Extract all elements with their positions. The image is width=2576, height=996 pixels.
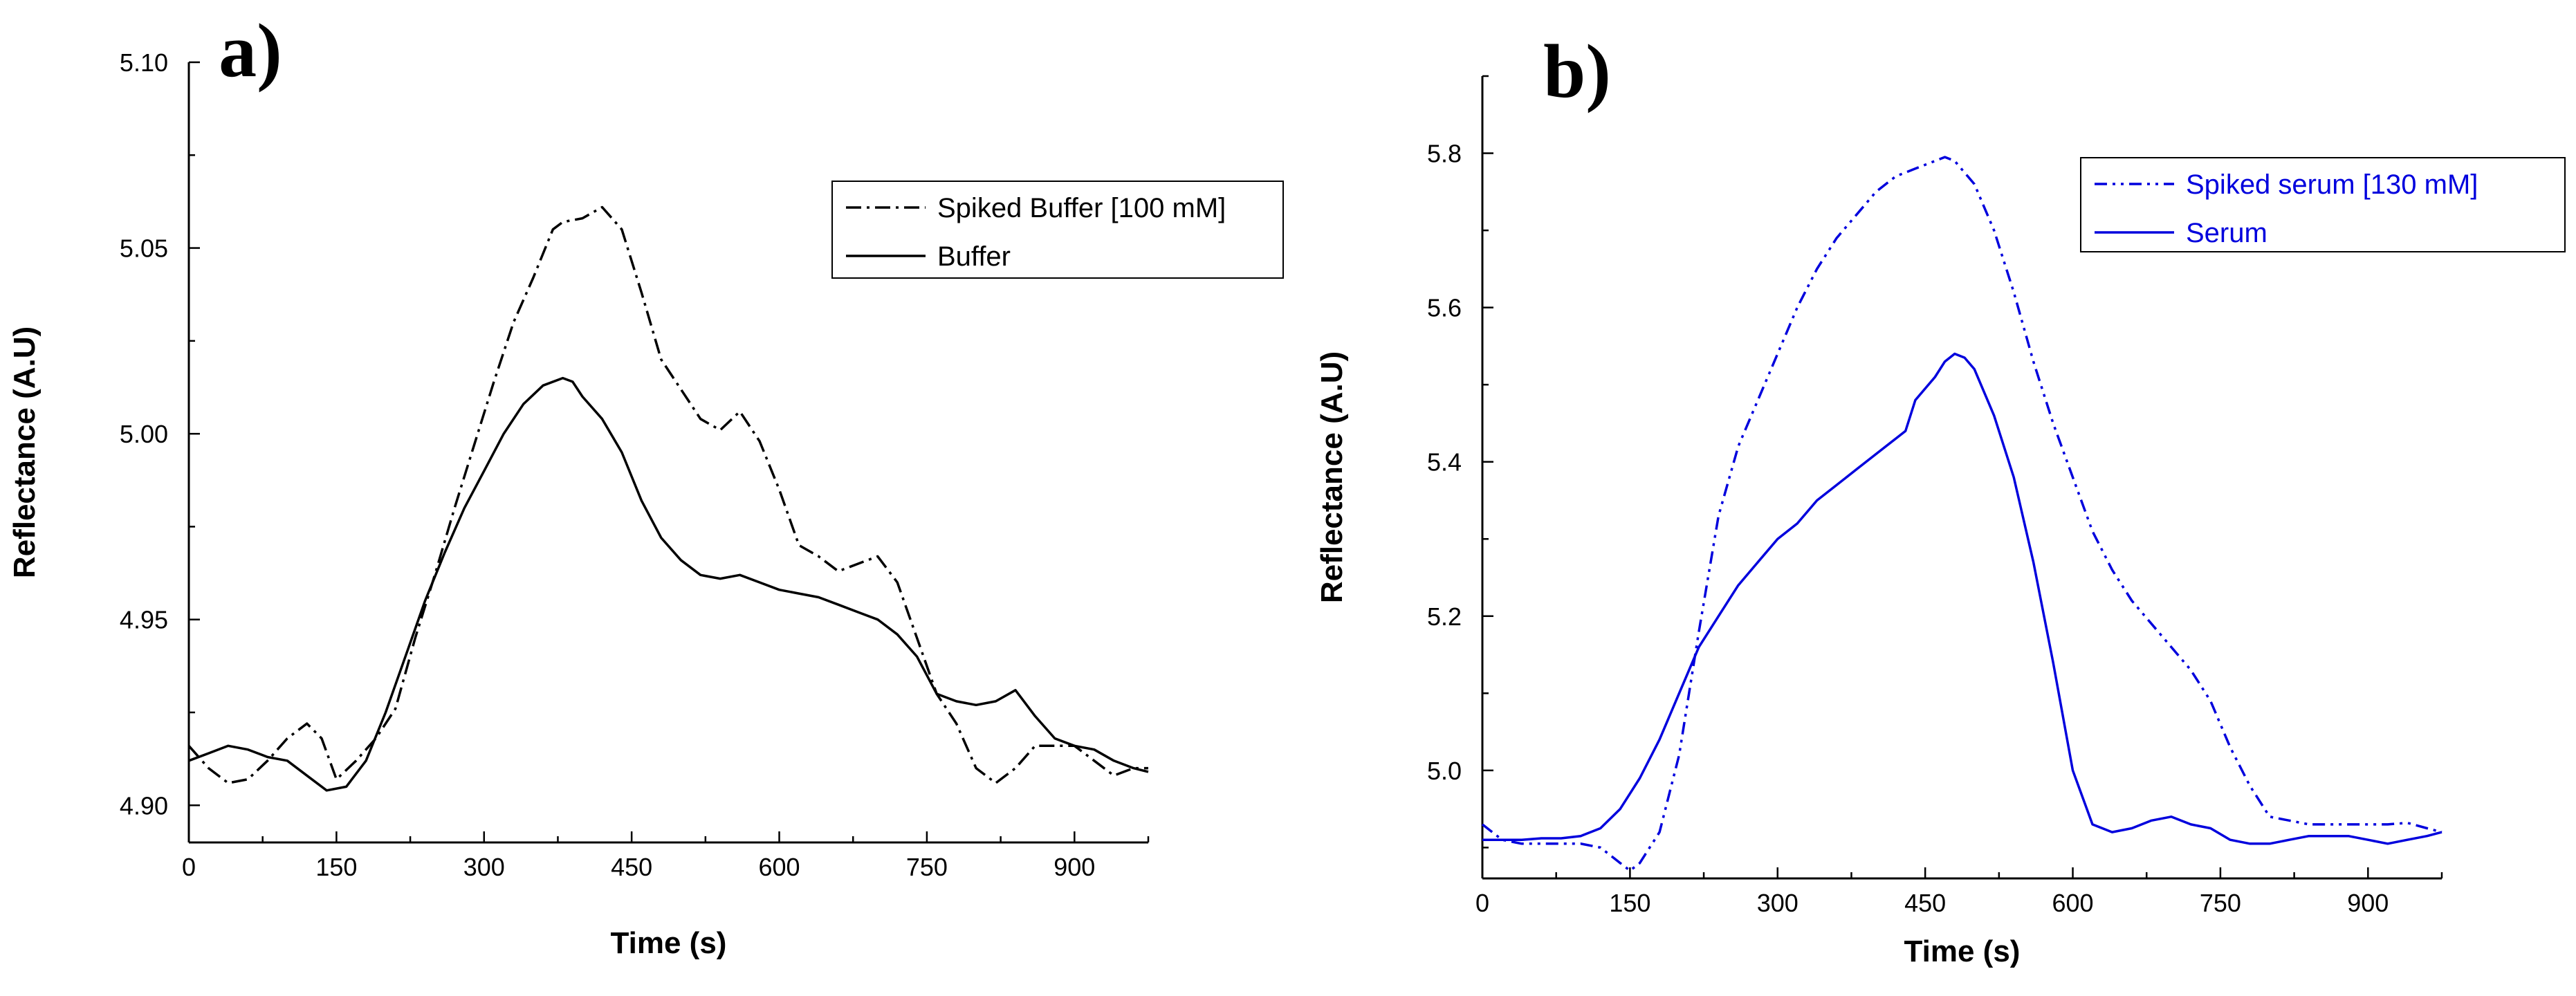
y-tick-label: 5.05 (120, 234, 168, 263)
panel-label: b) (1543, 29, 1611, 113)
legend-box (2080, 157, 2566, 252)
x-tick-label: 600 (758, 853, 800, 881)
x-axis-title: Time (s) (611, 926, 727, 960)
x-tick-label: 450 (1904, 889, 1946, 917)
series-line-1 (1481, 156, 2442, 872)
legend-label: Serum (2186, 218, 2267, 248)
x-tick-label: 750 (906, 853, 948, 881)
series-line-2 (1482, 352, 2442, 845)
y-tick-label: 5.8 (1427, 140, 1462, 168)
x-axis-title: Time (s) (1904, 934, 2021, 968)
chart-panel-b: 0 150 300 450 600 750 900 5.0 5.2 5.4 5.6 5.8 Time (… (1315, 29, 2566, 968)
x-tick-label: 300 (463, 853, 505, 881)
y-tick-label: 5.4 (1427, 448, 1462, 477)
y-tick-label: 4.90 (120, 791, 168, 820)
y-axis-title: Reflectance (A.U) (1315, 351, 1349, 603)
y-tick-label: 5.10 (120, 48, 168, 77)
chart-panel-a: 0 150 300 450 600 750 900 4.90 4.95 5.00 5.05 5.10 T… (8, 8, 1284, 960)
panel-label: a) (219, 8, 282, 93)
series-line-2 (188, 376, 1149, 792)
x-tick-label: 450 (611, 853, 652, 881)
x-tick-label: 150 (315, 853, 357, 881)
y-tick-label: 5.0 (1427, 757, 1462, 785)
x-tick-label: 150 (1609, 889, 1650, 917)
y-axis-title: Reflectance (A.U) (8, 326, 42, 578)
x-tick-label: 0 (1475, 889, 1489, 917)
y-tick-label: 5.00 (120, 420, 168, 448)
legend-box (831, 181, 1284, 279)
legend: Spiked serum [130 mM] Serum (2080, 157, 2566, 252)
legend-label: Spiked serum [130 mM] (2186, 169, 2478, 200)
x-tick-label: 900 (2347, 889, 2389, 917)
x-tick-label: 900 (1054, 853, 1095, 881)
y-tick-label: 5.2 (1427, 602, 1462, 631)
x-tick-label: 300 (1757, 889, 1798, 917)
legend-label: Buffer (937, 241, 1011, 272)
x-tick-label: 600 (2052, 889, 2093, 917)
legend-label: Spiked Buffer [100 mM] (937, 193, 1226, 223)
series-line-1 (187, 205, 1148, 784)
x-tick-label: 0 (182, 853, 196, 881)
legend: Spiked Buffer [100 mM] Buffer (831, 181, 1284, 279)
y-tick-label: 5.6 (1427, 294, 1462, 322)
y-tick-label: 4.95 (120, 606, 168, 634)
x-tick-label: 750 (2200, 889, 2241, 917)
